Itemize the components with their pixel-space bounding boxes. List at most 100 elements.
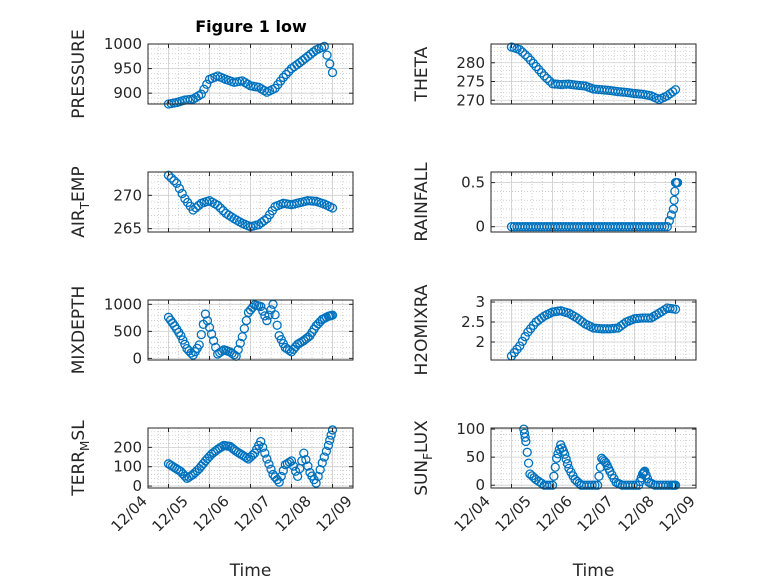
data-point [551, 453, 562, 463]
x-axis-label: Time [572, 561, 615, 581]
data-point [587, 480, 597, 490]
data-point [235, 338, 245, 348]
series-h2omixra [506, 303, 681, 361]
data-point [262, 454, 272, 464]
data-point [670, 85, 681, 95]
y-axis-label: AIRTEMP [69, 166, 92, 237]
y-tick-label: 270 [456, 91, 485, 109]
data-point [311, 478, 321, 488]
data-point [536, 68, 547, 78]
data-point [299, 448, 309, 458]
data-point [520, 432, 530, 442]
y-tick-label: 50 [466, 448, 485, 466]
data-point [174, 183, 185, 194]
data-point [177, 188, 187, 199]
y-tick-label: 2.5 [461, 313, 485, 331]
data-point [670, 186, 680, 197]
data-point [315, 464, 325, 475]
data-point [278, 465, 288, 476]
data-point [301, 454, 311, 465]
data-point [562, 459, 573, 469]
data-point [325, 435, 335, 445]
y-label-subscript: F [421, 453, 435, 460]
data-point [664, 480, 674, 490]
data-point [517, 47, 528, 57]
data-point [326, 430, 336, 440]
data-point [208, 336, 219, 346]
data-point [664, 216, 674, 226]
subplot-mixdepth: 0 500 1000 MIXDEPTH [69, 286, 354, 374]
y-tick-label: 200 [113, 438, 142, 456]
data-point [274, 477, 284, 487]
data-point [668, 87, 678, 97]
data-point [204, 322, 215, 333]
series-rainfall [506, 177, 683, 232]
data-point [259, 216, 269, 226]
y-axis-label: TERRMSL [69, 420, 92, 497]
y-tick-label: 950 [113, 60, 142, 78]
data-point [659, 222, 670, 232]
data-point [193, 200, 204, 211]
subplot-air_temp: 265 270 AIRTEMP [69, 166, 354, 238]
data-point [169, 176, 179, 186]
data-point [266, 464, 276, 474]
data-point [218, 206, 228, 216]
data-point [323, 440, 334, 451]
data-point [327, 203, 338, 213]
data-point [522, 447, 532, 457]
data-point [666, 210, 677, 220]
y-label-part: AIR [69, 209, 89, 238]
data-point [272, 320, 282, 330]
data-point [669, 195, 679, 205]
data-point [256, 436, 266, 447]
data-point [191, 203, 201, 213]
series-mixdepth [163, 299, 338, 361]
data-point [186, 348, 196, 358]
y-label-part: TERR [69, 451, 89, 497]
data-point [276, 471, 286, 482]
y-tick-label: 900 [113, 84, 142, 102]
data-point [188, 205, 198, 215]
y-tick-label: 0 [132, 349, 142, 367]
data-point [319, 452, 329, 462]
data-point [561, 454, 571, 464]
data-point [200, 309, 211, 319]
y-label-part: SL [69, 420, 89, 441]
data-point [643, 313, 653, 323]
y-tick-label: 0 [475, 218, 485, 236]
data-point [515, 341, 525, 351]
data-point [322, 50, 332, 60]
series-pressure [163, 41, 338, 109]
data-point [303, 461, 313, 471]
y-tick-label: 0 [132, 477, 142, 495]
data-point [166, 173, 176, 183]
series-theta [506, 42, 681, 105]
data-point [284, 66, 294, 77]
data-point [618, 319, 629, 329]
data-point [327, 425, 338, 435]
y-tick-label: 0 [475, 476, 485, 494]
data-point [525, 55, 536, 65]
y-label-part: LUX [412, 420, 432, 453]
series-air_temp [163, 170, 338, 232]
data-point [662, 222, 672, 232]
y-axis-label: RAINFALL [412, 162, 432, 242]
data-point [260, 448, 270, 458]
data-point [657, 222, 667, 232]
data-point [215, 203, 226, 213]
data-point [594, 471, 604, 481]
y-tick-label: 270 [113, 186, 142, 204]
y-tick-label: 280 [456, 54, 485, 72]
data-point [260, 311, 270, 321]
data-point [317, 458, 327, 468]
data-point [241, 453, 252, 463]
y-tick-label: 100 [113, 458, 142, 476]
data-point [528, 58, 539, 69]
data-point [196, 329, 206, 340]
data-point [523, 52, 533, 62]
data-point [549, 471, 559, 481]
series-terr_msl [163, 425, 338, 488]
data-point [670, 480, 681, 490]
data-point [278, 72, 288, 83]
